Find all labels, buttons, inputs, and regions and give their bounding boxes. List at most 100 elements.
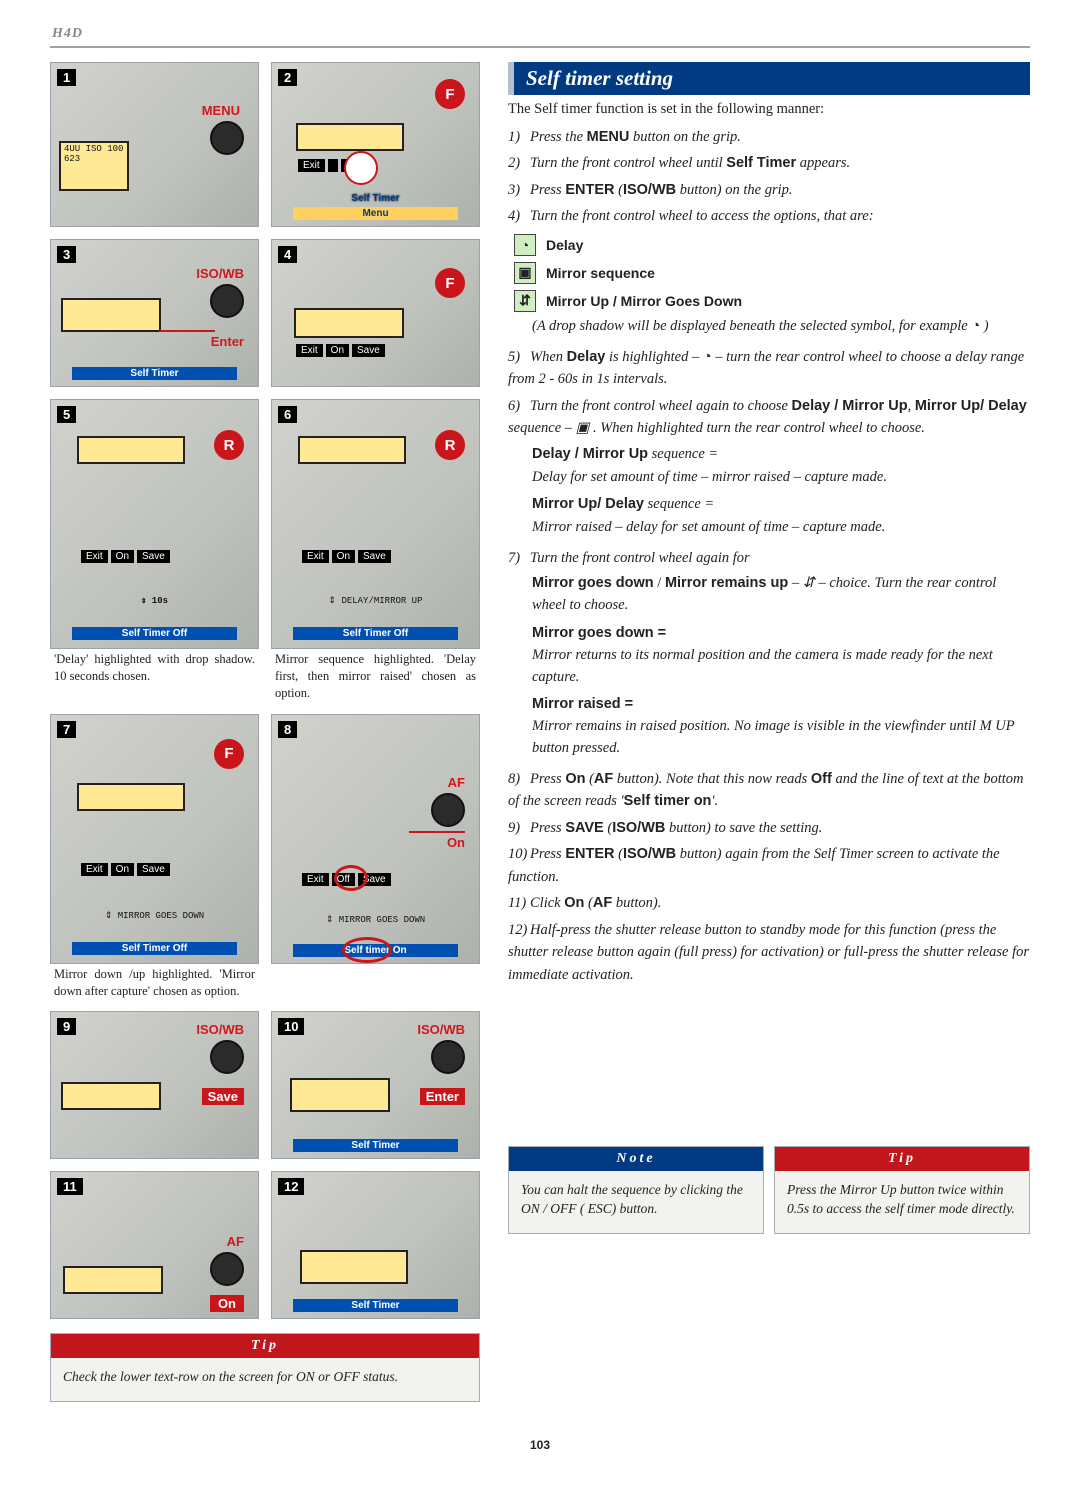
step-bold: Off xyxy=(811,771,832,787)
step-text: '. xyxy=(711,793,718,809)
soft-buttons: Exit On Save xyxy=(296,344,385,357)
figure-number: 10 xyxy=(278,1018,304,1035)
step-bold: Mirror remains up xyxy=(665,575,788,591)
figure-number: 5 xyxy=(57,406,76,423)
lcd-icon xyxy=(77,436,185,464)
highlight-circle-icon xyxy=(334,865,368,891)
step-text: Press xyxy=(530,182,565,198)
figure-number: 8 xyxy=(278,721,297,738)
soft-btn: Save xyxy=(352,344,385,357)
step-text: button). xyxy=(612,895,661,911)
step-text: ( xyxy=(614,846,622,862)
rear-wheel-icon: R xyxy=(435,430,465,460)
tip-title: Tip xyxy=(51,1334,479,1358)
step-text: sequence – ▣ . When highlighted turn the… xyxy=(508,420,925,436)
step-text: Turn the front control wheel again for xyxy=(530,550,750,566)
subbar: Self Timer xyxy=(293,1139,459,1152)
step-bold: Delay / Mirror Up xyxy=(792,398,908,414)
timer-glyph-icon xyxy=(344,151,378,185)
step-text: ( xyxy=(614,182,622,198)
figure-number: 7 xyxy=(57,721,76,738)
step-8: 8)Press On (AF button). Note that this n… xyxy=(508,768,1030,813)
step-3: 3)Press ENTER (ISO/WB button) on the gri… xyxy=(508,179,1030,201)
step-bold: ENTER xyxy=(565,182,614,198)
front-wheel-icon: F xyxy=(214,739,244,769)
sub-h-bold: Delay / Mirror Up xyxy=(532,446,648,462)
figure-8: 8 AF On Exit Off Save ⇕ MIRROR GOES DOWN… xyxy=(271,714,480,964)
isowb-label: ISO/WB xyxy=(196,1022,244,1037)
mirror-sequence-icon: ▣ xyxy=(514,262,536,284)
sub-heading: Mirror Up/ Delay sequence = xyxy=(532,496,1030,513)
step-text: Turn the front control wheel again to ch… xyxy=(530,398,792,414)
menu-label: MENU xyxy=(202,103,240,118)
instructions-column: Self timer setting The Self timer functi… xyxy=(508,62,1030,1412)
step-text: When xyxy=(530,349,567,365)
lcd-icon xyxy=(61,298,161,332)
step-bold: On xyxy=(565,771,585,787)
step-num: 8) xyxy=(508,768,530,790)
figure-number: 2 xyxy=(278,69,297,86)
sub-heading: Mirror goes down = xyxy=(532,625,1030,641)
section-title: Self timer setting xyxy=(508,62,1030,95)
step-text: button) on the grip. xyxy=(676,182,792,198)
state-text: ⇕ MIRROR GOES DOWN xyxy=(51,911,258,921)
note-box: Note You can halt the sequence by clicki… xyxy=(508,1146,764,1234)
figure-caption-text: Self Timer xyxy=(272,193,479,204)
step-text: Turn the front control wheel to access t… xyxy=(530,208,874,224)
step-text: button). Note that this now reads xyxy=(613,771,811,787)
dial-icon xyxy=(431,793,465,827)
soft-buttons: Exit On Save xyxy=(81,863,170,876)
state-text: ⇕ MIRROR GOES DOWN xyxy=(272,915,479,925)
on-label: On xyxy=(447,835,465,850)
step-text: , xyxy=(908,398,915,414)
steps-list: 1)Press the MENU button on the grip. 2)T… xyxy=(508,126,1030,228)
figure-6: 6 R Exit On Save ⇕ DELAY/MIRROR UP Self … xyxy=(271,399,480,649)
tip-box-left: Tip Check the lower text-row on the scre… xyxy=(50,1333,480,1402)
step-text: Press xyxy=(530,820,565,836)
dial-icon xyxy=(431,1040,465,1074)
lcd-icon xyxy=(63,1266,163,1294)
sub-text: Mirror raised – delay for set amount of … xyxy=(532,517,1030,539)
isowb-label: ISO/WB xyxy=(196,266,244,281)
step-2: 2)Turn the front control wheel until Sel… xyxy=(508,152,1030,174)
step-9: 9)Press SAVE (ISO/WB button) to save the… xyxy=(508,817,1030,839)
soft-btn: Exit xyxy=(81,863,108,876)
step-bold: ISO/WB xyxy=(612,820,665,836)
step-text: Half-press the shutter release button to… xyxy=(508,922,1029,983)
step-text: button on the grip. xyxy=(629,129,741,145)
steps-list-2: 5)When Delay is highlighted – ◔ – turn t… xyxy=(508,346,1030,440)
state-text: ⇕ DELAY/MIRROR UP xyxy=(272,596,479,606)
soft-btn: Exit xyxy=(298,159,325,172)
step-text: Turn the front control wheel until xyxy=(530,155,726,171)
soft-btn: Save xyxy=(137,550,170,563)
step-7: 7)Turn the front control wheel again for xyxy=(508,547,1030,569)
sub-text: Mirror returns to its normal position an… xyxy=(532,645,1030,689)
tip-body: Check the lower text-row on the screen f… xyxy=(51,1358,479,1401)
step-bold: AF xyxy=(594,771,613,787)
af-label: AF xyxy=(227,1234,244,1249)
lcd-icon: 4UU ISO 100 623 xyxy=(59,141,129,191)
step-num: 9) xyxy=(508,817,530,839)
soft-btn: Save xyxy=(137,863,170,876)
option-delay: ◔ Delay xyxy=(514,234,1030,256)
step-bold: ENTER xyxy=(565,846,614,862)
right-callout-row: Note You can halt the sequence by clicki… xyxy=(508,1146,1030,1244)
steps-list-4: 8) Press On ( AF button). Note that this n… xyxy=(508,768,1030,986)
step-num: 5) xyxy=(508,346,530,368)
figure-caption: 'Delay' highlighted with drop shadow. 10… xyxy=(50,649,259,685)
figure-12: 12 Self Timer xyxy=(271,1171,480,1319)
figure-5: 5 R Exit On Save ⇕ 10s Self Timer Off xyxy=(50,399,259,649)
option-label: Mirror Up / Mirror Goes Down xyxy=(546,293,742,309)
figure-3: 3 ISO/WB Enter Self Timer xyxy=(50,239,259,387)
sub-h-seq: sequence = xyxy=(648,446,718,462)
figure-1: 1 MENU 4UU ISO 100 623 xyxy=(50,62,259,227)
soft-btn: On xyxy=(111,863,134,876)
step-bold: SAVE xyxy=(565,820,603,836)
lcd-icon xyxy=(298,436,406,464)
step-bold: Delay xyxy=(567,349,606,365)
on-label: On xyxy=(210,1295,244,1312)
step-num: 2) xyxy=(508,152,530,174)
front-wheel-icon: F xyxy=(435,79,465,109)
step-10: 10)Press ENTER (ISO/WB button) again fro… xyxy=(508,843,1030,888)
step-bold: On xyxy=(564,895,584,911)
